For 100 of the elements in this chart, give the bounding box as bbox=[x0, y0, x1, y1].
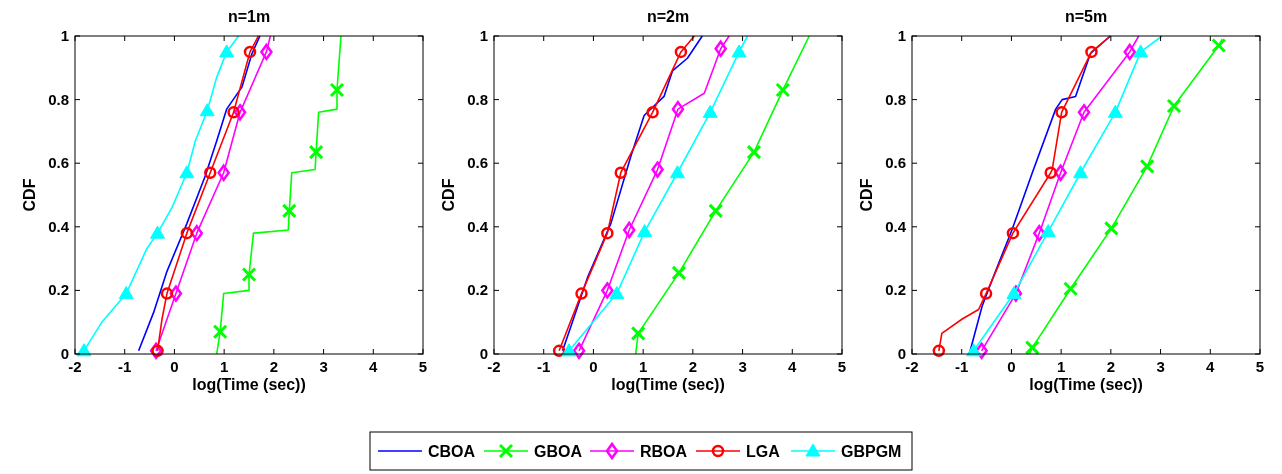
legend-label: CBOA bbox=[428, 443, 476, 460]
y-axis-title: CDF bbox=[21, 178, 38, 212]
legend-label: LGA bbox=[746, 443, 781, 460]
legend-label: GBPGM bbox=[841, 443, 902, 460]
point bbox=[614, 166, 628, 179]
x-tick-label: 3 bbox=[1156, 358, 1165, 375]
x-tick-label: 2 bbox=[1106, 358, 1116, 375]
point bbox=[702, 104, 718, 118]
point bbox=[217, 164, 230, 181]
y-tick-label: 1 bbox=[60, 27, 69, 44]
point bbox=[637, 224, 653, 238]
x-axis-title: log(Time (sec)) bbox=[1029, 376, 1143, 393]
point bbox=[199, 103, 215, 117]
x-axis-title: log(Time (sec)) bbox=[192, 376, 306, 393]
x-tick-label: 0 bbox=[1007, 358, 1016, 375]
point bbox=[975, 342, 988, 360]
point bbox=[180, 226, 194, 240]
y-tick-label: 0.6 bbox=[48, 154, 69, 172]
point bbox=[212, 324, 228, 340]
y-tick-label: 0.8 bbox=[467, 90, 488, 108]
y-tick-label: 0.6 bbox=[885, 154, 906, 172]
point bbox=[708, 203, 724, 219]
point bbox=[243, 45, 257, 59]
x-axis-title: log(Time (sec)) bbox=[611, 376, 725, 393]
point bbox=[601, 226, 614, 240]
point bbox=[329, 82, 345, 98]
x-tick-label: -2 bbox=[905, 358, 919, 375]
point bbox=[1006, 226, 1020, 240]
x-tick-label: 3 bbox=[738, 358, 747, 375]
x-tick-label: 5 bbox=[837, 358, 847, 375]
point bbox=[651, 161, 664, 178]
point bbox=[746, 144, 762, 160]
point bbox=[646, 106, 659, 119]
point bbox=[671, 265, 687, 281]
point bbox=[601, 282, 614, 299]
point bbox=[1077, 104, 1091, 121]
point bbox=[575, 287, 588, 300]
x-tick-label: -1 bbox=[118, 358, 132, 375]
point bbox=[1103, 220, 1119, 236]
point bbox=[1123, 43, 1136, 61]
point bbox=[1033, 224, 1046, 242]
point bbox=[671, 100, 685, 118]
x-tick-label: 3 bbox=[319, 358, 328, 375]
y-tick-label: 1 bbox=[897, 27, 906, 44]
y-tick-label: 0.2 bbox=[48, 281, 69, 299]
point bbox=[1040, 224, 1056, 238]
point bbox=[1133, 44, 1149, 58]
point bbox=[552, 344, 566, 358]
y-tick-label: 0.8 bbox=[885, 90, 906, 108]
chart-title: n=5m bbox=[1064, 8, 1108, 25]
point bbox=[160, 287, 174, 300]
line-series bbox=[215, 35, 342, 355]
point bbox=[1063, 281, 1079, 297]
x-tick-label: 1 bbox=[638, 358, 648, 375]
point bbox=[203, 166, 217, 179]
point bbox=[622, 221, 636, 239]
point bbox=[1073, 165, 1089, 179]
x-tick-label: 0 bbox=[170, 358, 179, 375]
x-tick-label: -1 bbox=[955, 358, 969, 375]
x-tick-label: 2 bbox=[688, 358, 698, 375]
y-tick-label: 0 bbox=[897, 345, 906, 362]
point bbox=[118, 286, 134, 300]
point bbox=[669, 165, 685, 179]
x-tick-label: 4 bbox=[788, 358, 798, 375]
x-tick-label: 5 bbox=[418, 358, 428, 375]
point bbox=[674, 45, 688, 59]
point bbox=[150, 225, 166, 239]
point bbox=[1107, 104, 1123, 118]
x-tick-label: -2 bbox=[487, 358, 501, 375]
y-tick-label: 0.4 bbox=[48, 217, 70, 235]
point bbox=[1211, 38, 1227, 54]
point bbox=[260, 43, 273, 61]
point bbox=[731, 44, 747, 58]
point bbox=[308, 144, 324, 160]
point bbox=[1055, 106, 1068, 119]
chart-title: n=1m bbox=[227, 8, 271, 25]
legend-label: GBOA bbox=[534, 443, 583, 460]
y-tick-label: 0.4 bbox=[885, 217, 907, 235]
x-tick-label: 4 bbox=[1206, 358, 1216, 375]
y-tick-label: 0 bbox=[60, 345, 69, 362]
point bbox=[775, 82, 791, 98]
y-axis-title: CDF bbox=[858, 178, 875, 212]
legend-label: RBOA bbox=[640, 443, 688, 460]
point bbox=[1024, 340, 1040, 356]
point bbox=[1085, 45, 1098, 59]
x-tick-label: 4 bbox=[369, 358, 379, 375]
x-tick-label: 2 bbox=[269, 358, 279, 375]
point bbox=[1044, 166, 1057, 179]
x-tick-label: 5 bbox=[1255, 358, 1265, 375]
y-axis-title: CDF bbox=[440, 178, 457, 212]
chart-title: n=2m bbox=[646, 8, 690, 25]
point bbox=[979, 287, 993, 300]
point bbox=[572, 342, 586, 360]
point bbox=[179, 165, 195, 179]
y-tick-label: 0.8 bbox=[48, 90, 69, 108]
point bbox=[219, 44, 235, 58]
y-tick-label: 0.2 bbox=[467, 281, 488, 299]
y-tick-label: 1 bbox=[479, 27, 488, 44]
point bbox=[714, 40, 727, 57]
y-tick-label: 0.2 bbox=[885, 281, 906, 299]
